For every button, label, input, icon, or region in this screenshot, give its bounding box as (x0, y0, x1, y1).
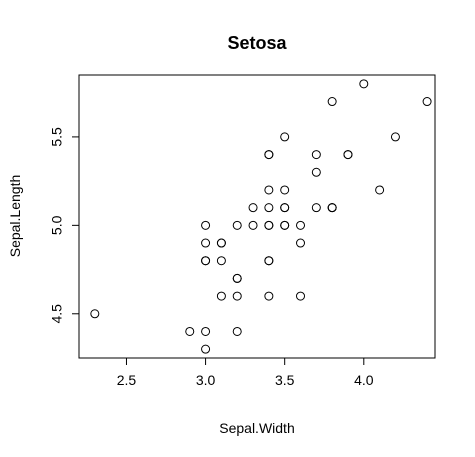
data-point (264, 185, 274, 195)
data-point (327, 203, 337, 213)
data-point (232, 273, 242, 283)
y-tick-label: 4.5 (49, 304, 65, 324)
data-point (359, 79, 369, 89)
x-axis-label: Sepal.Width (219, 420, 294, 436)
data-point (264, 203, 274, 213)
data-point (311, 203, 321, 213)
data-point (216, 291, 226, 301)
data-point (201, 238, 211, 248)
data-point (185, 326, 195, 336)
data-point (201, 256, 211, 266)
data-points (90, 79, 432, 354)
data-point (422, 97, 432, 107)
data-point (280, 185, 290, 195)
x-tick-label: 2.5 (117, 372, 137, 388)
y-axis: 4.5 5.0 5.5 (49, 127, 80, 324)
y-tick-label: 5.0 (49, 215, 65, 235)
data-point (90, 309, 100, 319)
data-point (264, 256, 274, 266)
data-point (264, 150, 274, 160)
data-point (280, 220, 290, 230)
data-point (248, 220, 258, 230)
data-point (216, 238, 226, 248)
y-axis-label: Sepal.Length (7, 175, 23, 258)
data-point (201, 326, 211, 336)
x-tick-label: 3.0 (196, 372, 216, 388)
data-point (264, 220, 274, 230)
x-tick-label: 3.5 (275, 372, 295, 388)
data-point (232, 326, 242, 336)
data-point (311, 150, 321, 160)
data-point (201, 344, 211, 354)
data-point (343, 150, 353, 160)
data-point (375, 185, 385, 195)
data-point (390, 132, 400, 142)
data-point (311, 167, 321, 177)
x-axis: 2.5 3.0 3.5 4.0 (117, 357, 374, 388)
x-tick-label: 4.0 (354, 372, 374, 388)
data-point (264, 291, 274, 301)
data-point (327, 97, 337, 107)
chart-title: Setosa (227, 33, 287, 53)
plot-box (78, 74, 436, 359)
data-point (296, 220, 306, 230)
y-tick-label: 5.5 (49, 127, 65, 147)
data-point (248, 203, 258, 213)
data-point (201, 220, 211, 230)
data-point (216, 256, 226, 266)
data-point (296, 291, 306, 301)
data-point (280, 132, 290, 142)
data-point (232, 291, 242, 301)
data-point (296, 238, 306, 248)
data-point (280, 203, 290, 213)
data-point (232, 220, 242, 230)
